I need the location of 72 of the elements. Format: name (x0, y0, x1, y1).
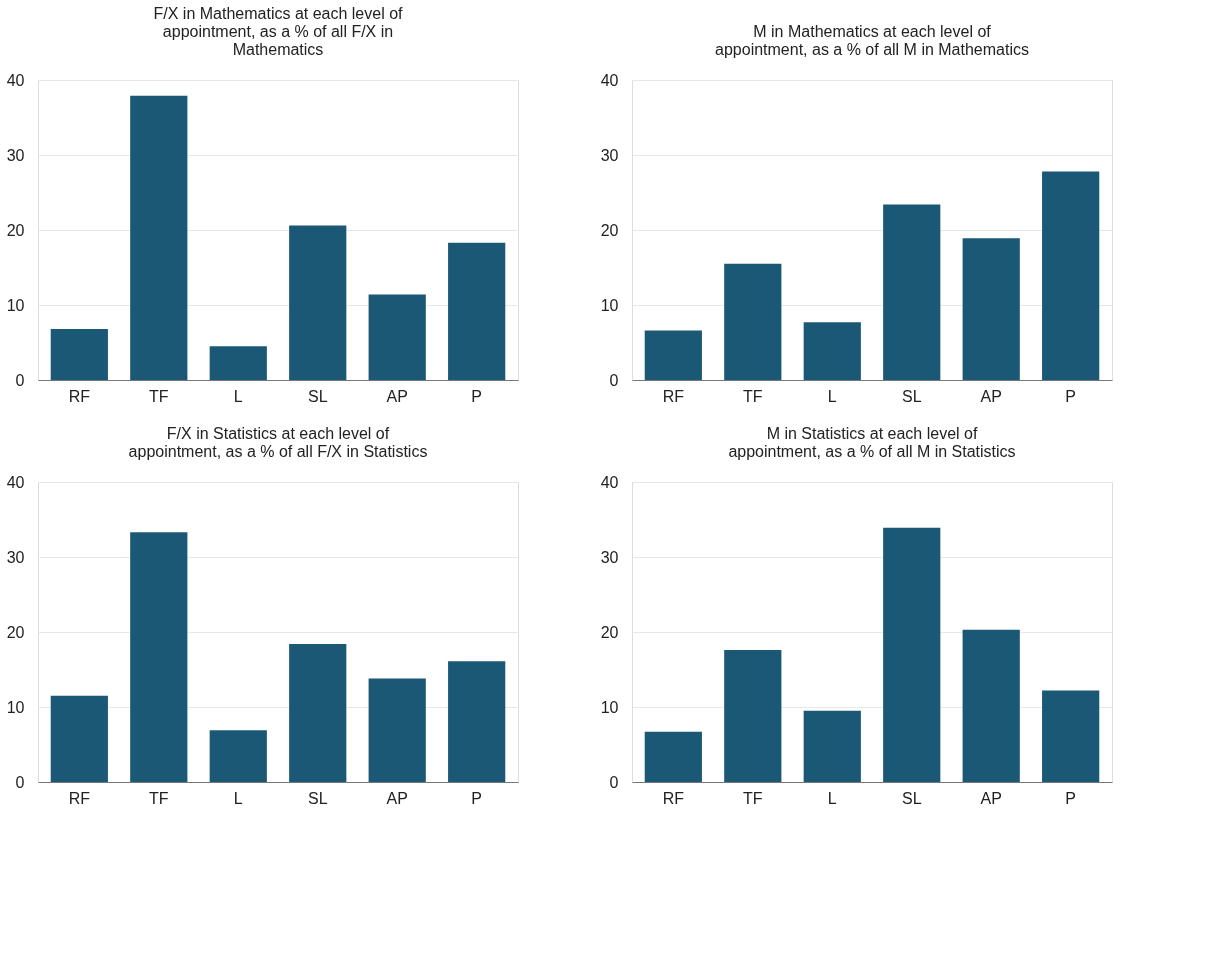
bar (883, 527, 941, 782)
y-tick-label: 40 (6, 473, 25, 491)
y-tick-label: 40 (6, 71, 25, 89)
x-tick-label: AP (386, 387, 408, 405)
chart-title: F/X in Mathematics at each level of appointment, as a % of all F/X in Mathematics (153, 5, 404, 58)
y-tick-label: 40 (600, 473, 619, 491)
bar (803, 322, 861, 380)
bar (962, 629, 1020, 782)
x-tick-label: SL (901, 789, 922, 807)
bar (448, 242, 506, 380)
y-tick-label: 10 (6, 296, 25, 314)
x-tick-label: P (1065, 387, 1077, 405)
x-tick-label: TF (149, 789, 169, 807)
x-tick-label: P (471, 387, 483, 405)
y-tick-label: 30 (6, 146, 25, 164)
x-tick-label: P (471, 789, 483, 807)
bar (289, 225, 347, 380)
bar (368, 678, 426, 782)
y-tick-label: 20 (6, 623, 25, 641)
y-tick-label: 20 (600, 623, 619, 641)
bar (209, 730, 267, 782)
bar (644, 330, 702, 380)
bar (724, 650, 782, 782)
bar (50, 695, 108, 782)
x-tick-label: SL (901, 387, 922, 405)
y-tick-label: 40 (600, 71, 619, 89)
y-tick-label: 0 (15, 371, 25, 389)
x-tick-label: SL (307, 387, 328, 405)
bar (50, 329, 108, 380)
bar (130, 95, 188, 380)
y-tick-label: 30 (600, 548, 619, 566)
x-tick-label: RF (68, 387, 91, 405)
x-tick-label: AP (980, 789, 1002, 807)
bar (289, 644, 347, 782)
chart-title: M in Statistics at each level of appointment, as a % of all M in Statistics (728, 425, 1016, 460)
y-tick-label: 30 (6, 548, 25, 566)
x-tick-label: L (827, 387, 837, 405)
x-tick-label: RF (662, 387, 685, 405)
bar (883, 204, 941, 380)
bar (130, 532, 188, 782)
y-tick-label: 0 (609, 773, 619, 791)
x-tick-label: SL (307, 789, 328, 807)
bar (1042, 171, 1100, 380)
x-tick-label: L (233, 387, 243, 405)
y-tick-label: 10 (600, 698, 619, 716)
x-tick-label: RF (662, 789, 685, 807)
bar (724, 263, 782, 380)
bar (448, 661, 506, 782)
bar (803, 710, 861, 782)
x-tick-label: TF (743, 789, 763, 807)
y-tick-label: 20 (6, 221, 25, 239)
x-tick-label: L (233, 789, 243, 807)
x-tick-label: L (827, 789, 837, 807)
chart-title: M in Mathematics at each level of appointment, as a % of all M in Mathematics (715, 23, 1029, 58)
x-tick-label: P (1065, 789, 1077, 807)
y-tick-label: 0 (15, 773, 25, 791)
bar (1042, 690, 1100, 782)
bar (209, 346, 267, 380)
y-tick-label: 30 (600, 146, 619, 164)
y-tick-label: 0 (609, 371, 619, 389)
x-tick-label: AP (386, 789, 408, 807)
bar (368, 294, 426, 380)
bar (644, 731, 702, 782)
x-tick-label: RF (68, 789, 91, 807)
x-tick-label: TF (743, 387, 763, 405)
y-tick-label: 10 (6, 698, 25, 716)
chart-title: F/X in Statistics at each level of appointment, as a % of all F/X in Statistics (128, 425, 428, 460)
bar (962, 238, 1020, 380)
x-tick-label: AP (980, 387, 1002, 405)
y-tick-label: 20 (600, 221, 619, 239)
x-tick-label: TF (149, 387, 169, 405)
y-tick-label: 10 (600, 296, 619, 314)
